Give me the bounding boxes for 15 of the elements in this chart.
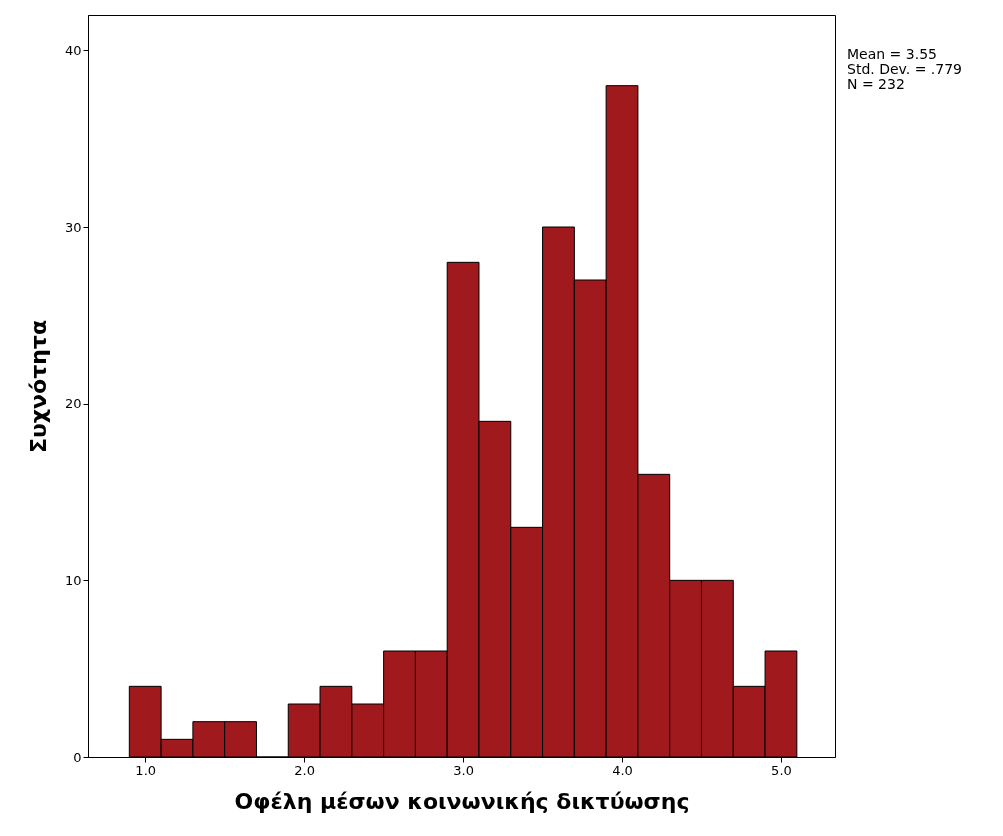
y-tick-label: 20 <box>64 396 82 412</box>
text: Mean = 3.55 <box>847 46 937 62</box>
y-axis-title: Συχνότητα <box>25 319 51 454</box>
x-tick-label: 1.0 <box>135 762 157 778</box>
x-tick-label: 4.0 <box>612 762 633 778</box>
x-axis-title: Οφέλη μέσων κοινωνικής δικτύωσης <box>234 788 690 814</box>
x-tick-label: 3.0 <box>453 762 474 778</box>
y-tick-label: 10 <box>64 572 82 588</box>
text: Std. Dev. = .779 <box>847 61 963 77</box>
y-tick-label: 30 <box>64 219 82 235</box>
y-tick-label: 40 <box>64 42 82 58</box>
y-tick-label: 0 <box>73 749 82 765</box>
x-tick-label: 2.0 <box>294 762 315 778</box>
x-tick-label: 5.0 <box>771 762 792 778</box>
text: N = 232 <box>847 76 905 92</box>
